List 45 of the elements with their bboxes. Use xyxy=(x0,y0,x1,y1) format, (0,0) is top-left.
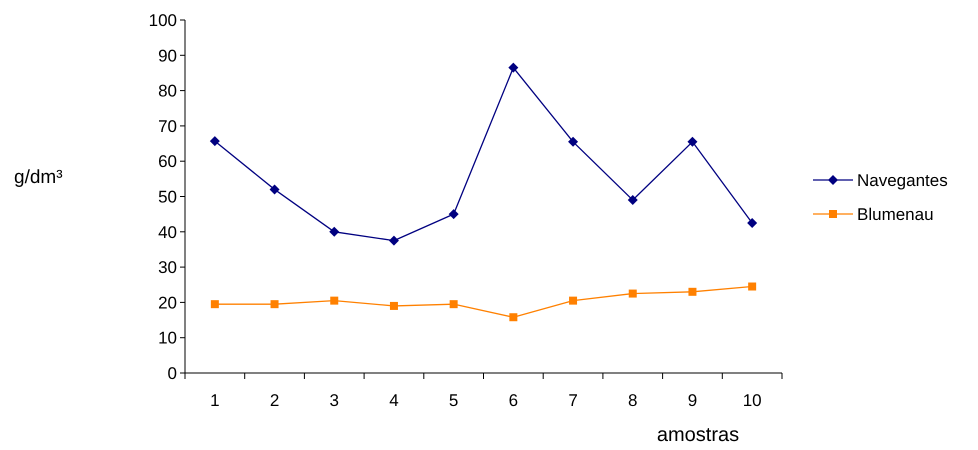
point xyxy=(448,209,459,220)
y-tick-label: 60 xyxy=(158,152,177,172)
point xyxy=(688,288,696,296)
y-tick-label: 100 xyxy=(148,10,177,30)
legend-label: Blumenau xyxy=(857,204,934,224)
point xyxy=(569,296,578,305)
x-axis-title: amostras xyxy=(656,424,740,446)
x-tick-label: 6 xyxy=(508,391,518,410)
point xyxy=(270,184,280,194)
x-tick-label: 8 xyxy=(628,391,638,410)
point xyxy=(747,218,758,228)
point xyxy=(628,195,638,206)
point xyxy=(509,313,518,322)
point xyxy=(628,290,637,298)
x-tick-label: 1 xyxy=(210,391,220,410)
x-tick-label: 4 xyxy=(389,391,399,410)
y-tick-label: 90 xyxy=(158,46,177,66)
point xyxy=(210,300,219,308)
point xyxy=(210,136,220,146)
point xyxy=(330,296,338,305)
y-tick-label: 50 xyxy=(158,187,177,206)
x-tick-label: 2 xyxy=(270,391,280,410)
y-tick-label: 0 xyxy=(168,364,177,383)
y-axis-title: g/dm³ xyxy=(14,167,63,188)
y-tick-label: 20 xyxy=(158,293,177,312)
point xyxy=(687,136,698,147)
y-tick-label: 80 xyxy=(158,82,177,101)
legend-label: Navegantes xyxy=(857,170,948,190)
point xyxy=(390,302,398,310)
x-tick-label: 9 xyxy=(688,391,698,410)
point xyxy=(508,62,518,73)
y-tick-label: 70 xyxy=(158,116,177,136)
y-tick-label: 40 xyxy=(158,222,177,242)
x-tick-label: 7 xyxy=(568,391,578,410)
point xyxy=(270,300,279,308)
x-tick-label: 3 xyxy=(330,391,339,410)
x-tick-label: 10 xyxy=(742,391,762,410)
point xyxy=(388,236,399,246)
point xyxy=(450,300,458,308)
point xyxy=(748,282,756,291)
y-tick-label: 10 xyxy=(158,328,177,348)
point xyxy=(568,136,578,147)
x-tick-label: 5 xyxy=(448,391,458,410)
y-tick-label: 30 xyxy=(158,258,177,278)
point xyxy=(329,226,340,237)
